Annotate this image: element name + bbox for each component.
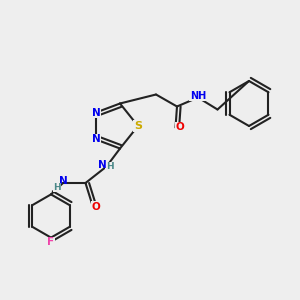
Text: N: N [92, 107, 100, 118]
Text: H: H [53, 183, 61, 192]
Text: N: N [98, 160, 106, 170]
Text: NH: NH [190, 91, 206, 101]
Text: O: O [176, 122, 184, 133]
Text: S: S [134, 121, 142, 131]
Text: N: N [92, 134, 100, 145]
Text: N: N [58, 176, 68, 187]
Text: O: O [92, 202, 100, 212]
Text: H: H [106, 162, 113, 171]
Text: F: F [47, 237, 55, 247]
